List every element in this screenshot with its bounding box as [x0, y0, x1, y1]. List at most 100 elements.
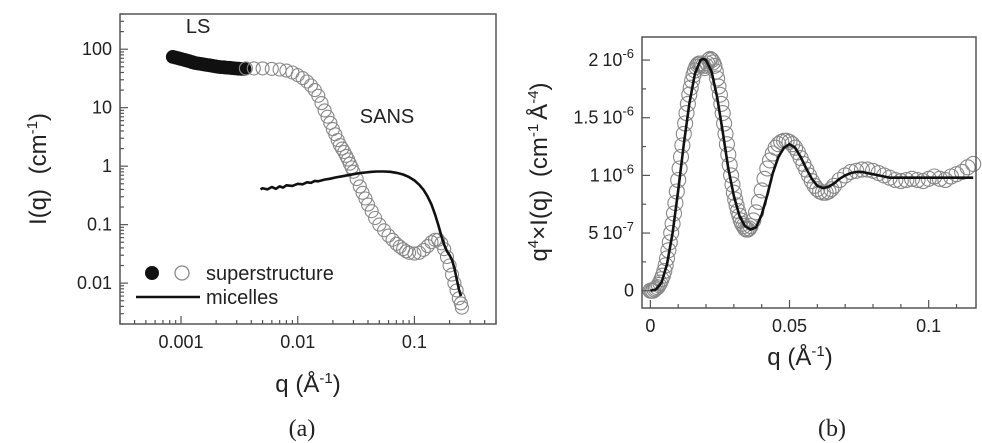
data-point-superstructure-sans [320, 109, 335, 124]
x-tick-label: 0.1 [402, 332, 427, 352]
data-point-superstructure [770, 136, 787, 153]
data-point-superstructure-sans [332, 137, 347, 153]
data-point-superstructure [649, 279, 666, 296]
data-point-superstructure-sans [444, 267, 460, 282]
data-point-superstructure-sans [442, 258, 457, 273]
data-point-superstructure [803, 173, 820, 190]
data-point-superstructure [718, 136, 735, 153]
data-point-superstructure [848, 162, 865, 179]
data-point-superstructure-sans [264, 61, 279, 76]
legend-label-superstructure: superstructure [206, 263, 334, 285]
data-point-superstructure-sans [364, 204, 379, 219]
data-point-superstructure [784, 136, 801, 153]
series-micelles-line [259, 170, 463, 297]
data-point-superstructure-sans [303, 78, 319, 93]
panel-b-ticks: 0 0.05 0.1 0 5 10-7 1 10-6 1.5 10-6 2 10-6 [573, 46, 958, 336]
panel-b: 0 0.05 0.1 0 5 10-7 1 10-6 1.5 10-6 2 10-6 q4×I(q) … [525, 36, 982, 442]
data-point-superstructure-sans [246, 61, 261, 76]
data-point-superstructure-sans [372, 217, 387, 232]
data-point-superstructure [909, 171, 926, 189]
legend-open-circle-marker [174, 265, 190, 281]
y-tick-label: 5 10-7 [588, 219, 634, 243]
data-point-superstructure-sans [295, 71, 310, 86]
data-point-superstructure-sans [352, 179, 367, 194]
data-point-superstructure-sans [454, 300, 469, 315]
data-point-superstructure [853, 161, 870, 178]
data-point-superstructure-sans [360, 197, 376, 212]
data-point-superstructure [711, 86, 728, 103]
legend: superstructure micelles [136, 263, 334, 309]
panel-b-x-axis-title: q (Å-1) [767, 343, 832, 371]
y-tick-label: 10 [92, 98, 112, 118]
annotation-sans: SANS [360, 106, 414, 128]
data-point-superstructure [717, 125, 734, 142]
y-tick-label: 2 10-6 [588, 46, 634, 70]
panel-a-y-axis-title: I(q) (cm-1) [24, 113, 52, 225]
data-point-superstructure-sans [385, 232, 400, 247]
data-point-superstructure-sans [339, 148, 354, 163]
y-tick-label: 0.1 [87, 215, 112, 235]
panel-a-x-axis-title: q (Å-1) [275, 370, 340, 398]
data-point-superstructure-sans [299, 74, 315, 89]
data-point-superstructure-sans [447, 276, 462, 291]
data-point-superstructure [825, 177, 843, 194]
data-point-superstructure [817, 184, 834, 201]
data-point-superstructure [727, 191, 744, 208]
data-point-superstructure [739, 221, 756, 238]
y-tick-label: 1.5 10-6 [573, 104, 634, 128]
x-tick-label: 0.001 [158, 332, 203, 352]
data-point-superstructure-sans [424, 235, 439, 250]
data-point-superstructure [954, 163, 971, 180]
data-point-superstructure-sans [335, 141, 350, 156]
panel-b-plot-area [642, 50, 982, 299]
data-point-superstructure [937, 171, 954, 189]
panel-a-plot-area [165, 50, 469, 315]
data-point-superstructure [787, 139, 804, 156]
y-tick-label: 1 [102, 156, 112, 176]
x-tick-label: 0.01 [280, 332, 315, 352]
data-point-superstructure [837, 167, 854, 184]
data-point-superstructure [959, 159, 976, 176]
data-point-superstructure-sans [381, 228, 396, 243]
data-point-superstructure [831, 171, 848, 189]
x-tick-label: 0.05 [772, 316, 807, 336]
x-tick-label: 0.1 [916, 316, 941, 336]
data-point-superstructure [656, 263, 673, 280]
data-point-superstructure [898, 171, 915, 189]
y-tick-label: 0.01 [77, 273, 112, 293]
x-tick-label: 0 [645, 316, 655, 336]
data-point-superstructure [820, 183, 837, 200]
data-point-superstructure-sans [238, 61, 253, 76]
data-point-superstructure-sans [407, 246, 422, 261]
data-point-superstructure-sans [377, 223, 392, 238]
panel-a-caption: (a) [289, 416, 316, 442]
data-point-superstructure [965, 155, 982, 172]
legend-filled-circle-marker [145, 266, 159, 280]
data-point-superstructure-sans [314, 96, 329, 111]
y-tick-label: 1 10-6 [590, 161, 634, 185]
panel-b-caption: (b) [818, 416, 846, 442]
data-point-superstructure-sans [416, 242, 431, 257]
data-point-superstructure [706, 57, 723, 74]
data-point-superstructure-sans [358, 191, 373, 206]
data-point-superstructure [728, 197, 745, 214]
data-point-superstructure [892, 173, 909, 190]
data-point-superstructure [647, 280, 664, 297]
data-point-superstructure-sans [290, 68, 305, 83]
panel-b-frame [641, 36, 977, 309]
data-point-superstructure [709, 70, 726, 87]
data-point-superstructure [716, 115, 733, 132]
data-point-superstructure-sans [311, 88, 326, 103]
data-point-superstructure-sans [317, 103, 332, 118]
data-point-superstructure [809, 181, 826, 198]
data-point-superstructure [887, 171, 904, 189]
panel-a-ticks: 0.001 0.01 0.1 100 10 1 0.1 0.01 [77, 13, 497, 352]
data-point-superstructure-sans [255, 61, 270, 76]
data-point-superstructure [781, 133, 798, 150]
y-tick-label: 100 [82, 39, 112, 59]
data-point-superstructure-sans [402, 245, 417, 260]
legend-label-micelles: micelles [206, 287, 278, 309]
series-fit-line [650, 57, 974, 292]
panel-b-y-axis-title: q4×I(q) (cm-1Å-4) [525, 82, 553, 261]
